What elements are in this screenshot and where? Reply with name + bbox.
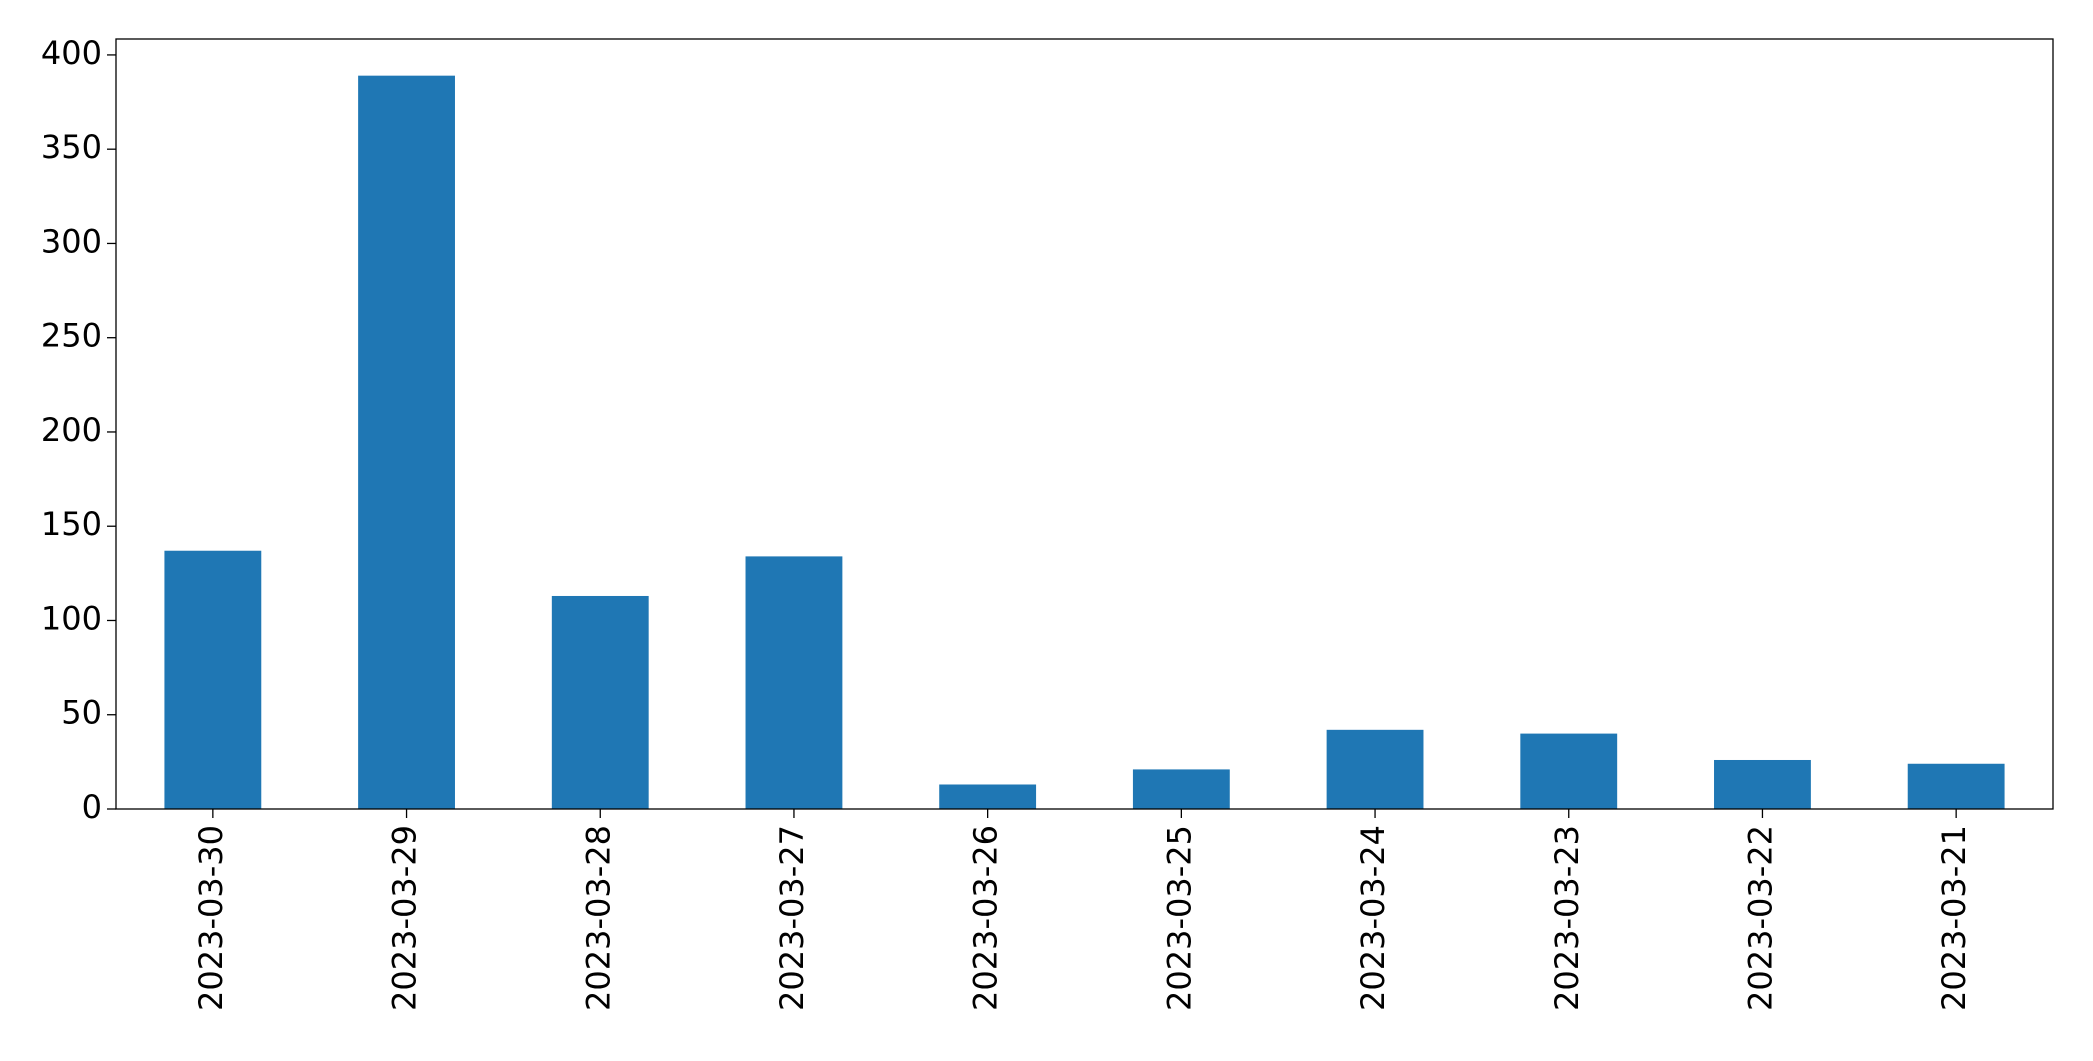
y-tick-label: 50 (61, 694, 102, 732)
bar (745, 556, 843, 809)
x-tick-label: 2023-03-29 (386, 825, 424, 1011)
bar (358, 75, 455, 809)
bar (1714, 759, 1811, 809)
x-tick-label: 2023-03-22 (1741, 825, 1779, 1011)
bar (551, 595, 649, 809)
y-tick-label: 350 (41, 128, 102, 166)
bar (164, 550, 262, 809)
y-tick-label: 150 (41, 505, 102, 543)
bar (1326, 729, 1424, 809)
y-tick-label: 0 (82, 788, 102, 826)
y-tick-label: 400 (41, 34, 102, 72)
y-tick-label: 250 (41, 317, 102, 355)
x-tick-label: 2023-03-25 (1160, 825, 1198, 1011)
bar (939, 784, 1037, 809)
x-tick-label: 2023-03-24 (1354, 825, 1392, 1011)
x-tick-label: 2023-03-21 (1935, 825, 1973, 1011)
x-tick-label: 2023-03-28 (579, 825, 617, 1011)
x-tick-label: 2023-03-30 (192, 825, 230, 1011)
bar (1132, 769, 1230, 809)
x-tick-label: 2023-03-26 (967, 825, 1005, 1011)
x-tick-label: 2023-03-27 (773, 825, 811, 1011)
x-tick-label: 2023-03-23 (1548, 825, 1586, 1011)
bar (1520, 733, 1618, 809)
plot-frame (115, 38, 2054, 810)
y-tick-label: 300 (41, 222, 102, 260)
bar (1907, 763, 2005, 809)
y-tick-label: 100 (41, 599, 102, 637)
y-tick-label: 200 (41, 411, 102, 449)
